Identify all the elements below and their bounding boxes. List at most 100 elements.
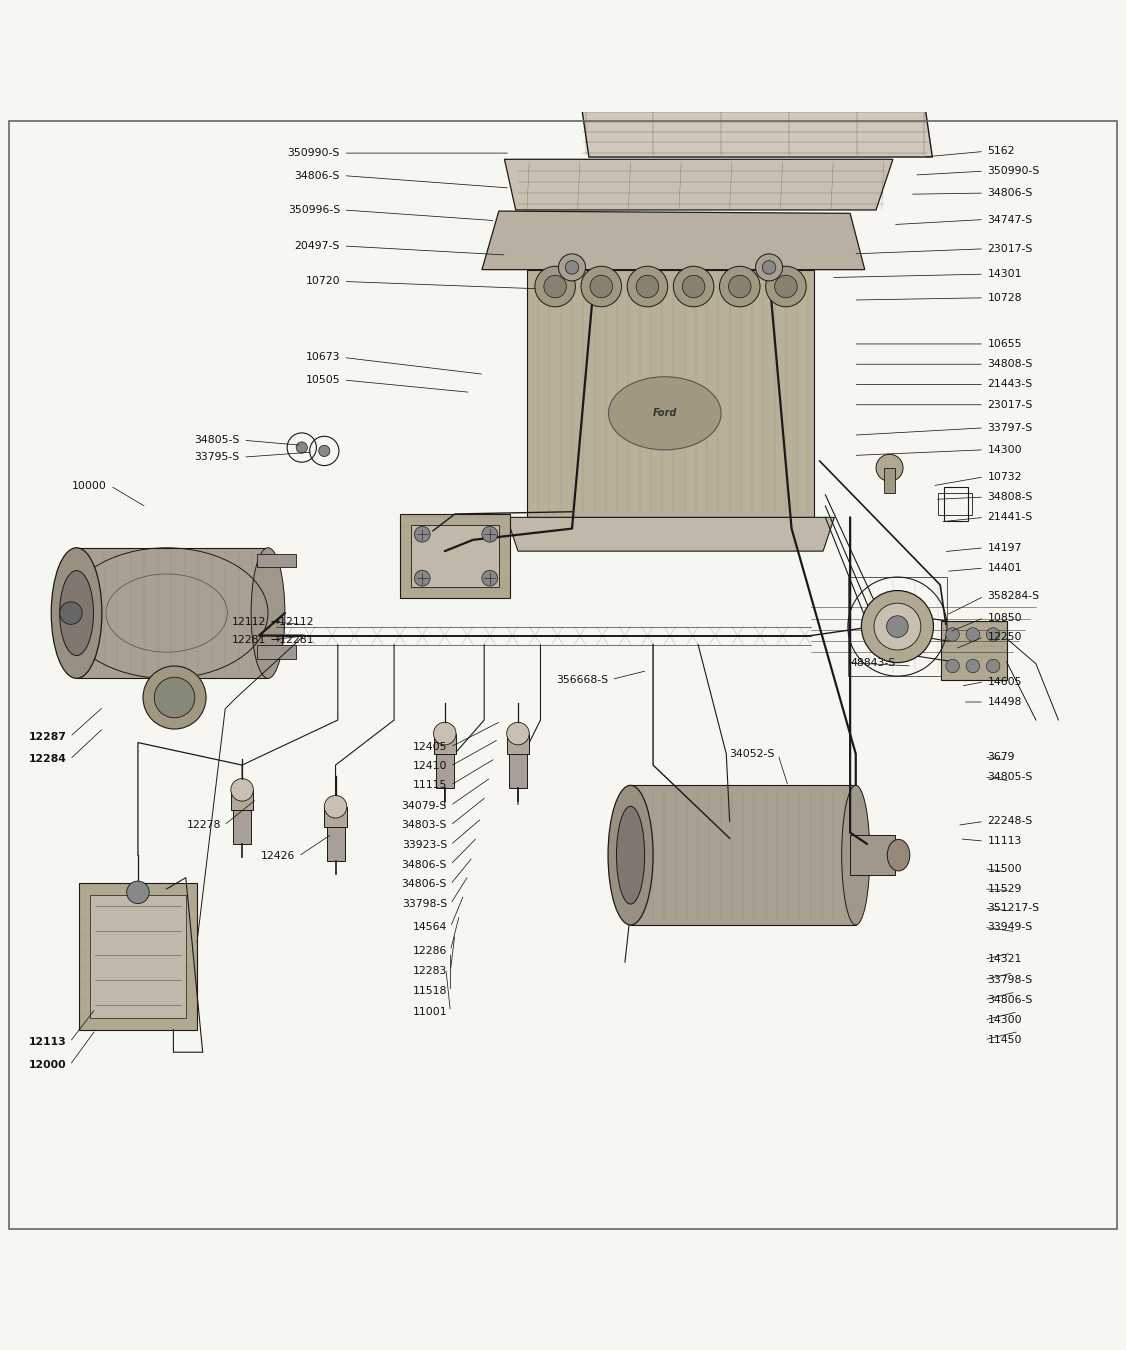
Text: Ford: Ford [653, 408, 677, 418]
Circle shape [966, 659, 980, 672]
Circle shape [627, 266, 668, 306]
Bar [90, 895, 186, 1018]
Bar [77, 548, 268, 679]
Circle shape [720, 266, 760, 306]
Text: 12112: 12112 [231, 617, 266, 626]
Text: 5162: 5162 [988, 146, 1015, 157]
Bar [850, 834, 895, 875]
Bar [941, 621, 1007, 679]
Text: 14401: 14401 [988, 563, 1022, 572]
Text: 34052-S: 34052-S [730, 749, 775, 760]
Text: 10720: 10720 [305, 277, 340, 286]
Text: 14564: 14564 [412, 922, 447, 933]
Polygon shape [581, 103, 932, 157]
Text: 12426: 12426 [260, 852, 295, 861]
Text: 12250: 12250 [988, 632, 1022, 641]
Ellipse shape [51, 548, 101, 679]
Circle shape [319, 446, 330, 456]
Text: 34805-S: 34805-S [195, 435, 240, 446]
Text: 21441-S: 21441-S [988, 513, 1033, 522]
Circle shape [874, 603, 921, 649]
Bar [944, 487, 968, 521]
Text: 11450: 11450 [988, 1035, 1022, 1045]
Text: 12278: 12278 [186, 821, 221, 830]
Text: 34806-S: 34806-S [402, 879, 447, 890]
Text: 33797-S: 33797-S [988, 423, 1033, 433]
Bar [411, 525, 499, 587]
Polygon shape [507, 517, 834, 551]
Circle shape [565, 261, 579, 274]
Text: 11529: 11529 [988, 884, 1022, 894]
Text: 34079-S: 34079-S [402, 801, 447, 810]
Circle shape [966, 628, 980, 641]
Text: 10655: 10655 [988, 339, 1022, 348]
Circle shape [986, 659, 1000, 672]
Circle shape [581, 266, 622, 306]
Text: 33795-S: 33795-S [195, 452, 240, 462]
Text: 10505: 10505 [305, 375, 340, 385]
Bar [436, 743, 454, 787]
Circle shape [154, 678, 195, 718]
Text: 21443-S: 21443-S [988, 379, 1033, 390]
Text: 14197: 14197 [988, 543, 1022, 552]
Text: 22248-S: 22248-S [988, 817, 1033, 826]
Ellipse shape [608, 377, 721, 450]
Circle shape [507, 722, 529, 745]
Text: 34805-S: 34805-S [988, 772, 1033, 782]
Ellipse shape [841, 786, 870, 925]
Circle shape [729, 275, 751, 298]
Circle shape [756, 254, 783, 281]
Text: 12286: 12286 [412, 946, 447, 956]
Text: 33798-S: 33798-S [402, 899, 447, 909]
Bar [400, 514, 510, 598]
Bar [527, 270, 814, 517]
Bar [434, 733, 456, 753]
Polygon shape [504, 159, 893, 211]
Text: 14300: 14300 [988, 1015, 1022, 1025]
Circle shape [762, 261, 776, 274]
Bar [507, 733, 529, 753]
Text: 10673: 10673 [305, 352, 340, 362]
Text: 351217-S: 351217-S [988, 903, 1039, 913]
Circle shape [636, 275, 659, 298]
Text: 12284: 12284 [28, 755, 66, 764]
Text: 11500: 11500 [988, 864, 1022, 873]
Text: 34806-S: 34806-S [988, 188, 1033, 198]
Text: 12283: 12283 [412, 967, 447, 976]
Bar [327, 815, 345, 861]
Circle shape [414, 570, 430, 586]
Text: 10000: 10000 [72, 481, 107, 491]
Text: 11518: 11518 [412, 987, 447, 996]
Circle shape [414, 526, 430, 543]
Circle shape [544, 275, 566, 298]
Circle shape [946, 628, 959, 641]
Text: 12410: 12410 [412, 761, 447, 771]
Text: 34808-S: 34808-S [988, 359, 1033, 369]
Text: 23017-S: 23017-S [988, 400, 1033, 410]
Bar [79, 883, 197, 1030]
Ellipse shape [887, 840, 910, 871]
Text: 10728: 10728 [988, 293, 1022, 302]
Circle shape [673, 266, 714, 306]
Bar [884, 468, 895, 493]
Circle shape [482, 526, 498, 543]
Circle shape [231, 779, 253, 801]
Bar [938, 493, 972, 516]
Circle shape [946, 659, 959, 672]
Text: 350990-S: 350990-S [287, 148, 340, 158]
Bar [509, 743, 527, 787]
Text: 20497-S: 20497-S [295, 242, 340, 251]
Text: 33798-S: 33798-S [988, 975, 1033, 984]
Ellipse shape [251, 548, 285, 679]
Text: 350996-S: 350996-S [288, 205, 340, 215]
Polygon shape [257, 645, 296, 659]
Text: 34806-S: 34806-S [295, 170, 340, 181]
Text: 12405: 12405 [412, 743, 447, 752]
Text: 14301: 14301 [988, 269, 1022, 279]
Circle shape [60, 602, 82, 624]
Text: 48843-S: 48843-S [850, 657, 895, 668]
Text: 358284-S: 358284-S [988, 591, 1039, 601]
Text: 14498: 14498 [988, 697, 1022, 707]
Bar [231, 790, 253, 810]
Text: 34806-S: 34806-S [988, 995, 1033, 1004]
